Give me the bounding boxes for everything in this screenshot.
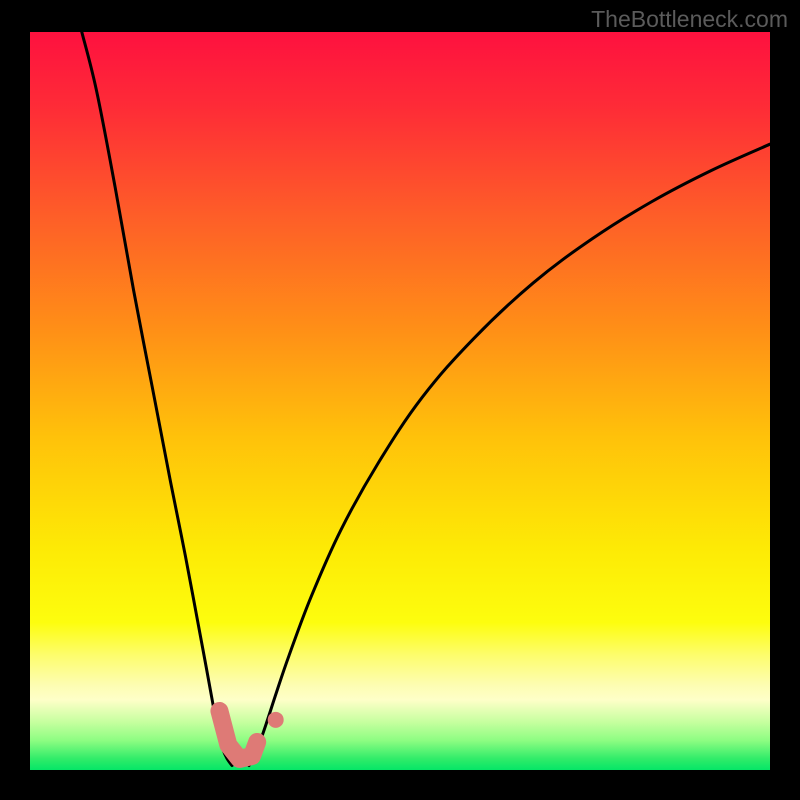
gradient-background: [30, 32, 770, 770]
bottleneck-curve-chart: [30, 32, 770, 770]
watermark-text: TheBottleneck.com: [591, 6, 788, 33]
plot-area: [30, 32, 770, 770]
chart-canvas: TheBottleneck.com: [0, 0, 800, 800]
marker-salmon_right_dot: [268, 712, 284, 728]
